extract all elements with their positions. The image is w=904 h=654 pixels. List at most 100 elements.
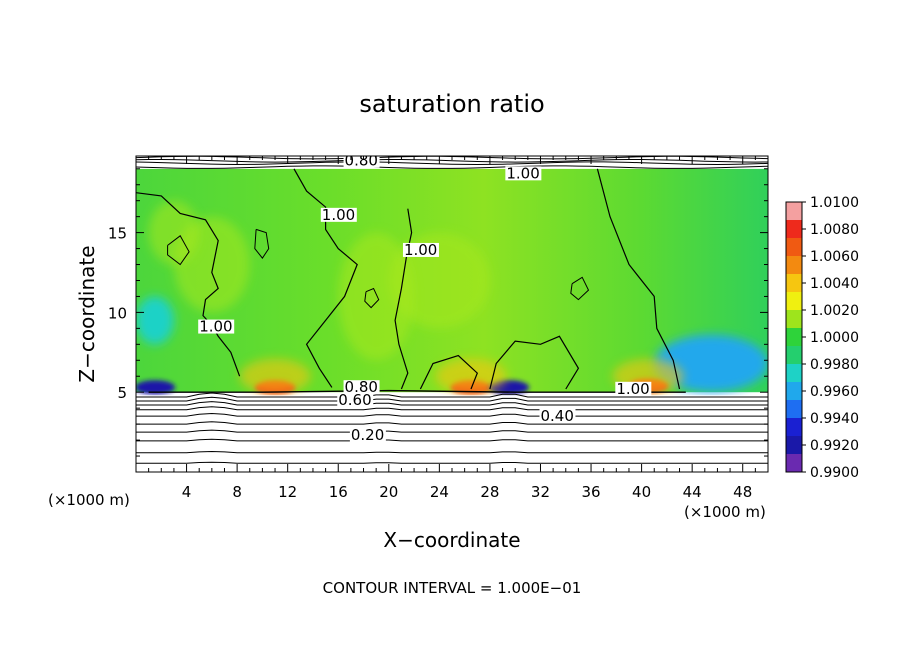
colorbar-swatch [786, 292, 802, 311]
y-axis-label: Z−coordinate [75, 245, 99, 382]
colorbar-swatch [786, 364, 802, 383]
strat-contour-3 [136, 401, 768, 406]
contour-label-3: 1.00 [322, 206, 355, 224]
contour-2 [293, 168, 358, 388]
colorbar-swatch [786, 202, 802, 221]
colorbar-swatch [786, 310, 802, 329]
colorbar-swatch [786, 382, 802, 401]
strat-contour-4 [136, 406, 768, 411]
colorbar-label: 1.0000 [810, 330, 859, 346]
strat-contour-5 [136, 412, 768, 417]
colorbar-label: 1.0080 [810, 222, 859, 238]
contour-label-10: 0.20 [351, 426, 384, 444]
contour-5 [489, 335, 580, 390]
colorbar-label: 1.0060 [810, 249, 859, 265]
field-pocket [338, 232, 415, 361]
contour-label-bg [343, 380, 380, 395]
contour-label-1: 0.80 [345, 152, 378, 170]
colorbar-swatch [786, 454, 802, 473]
colorbar-label: 0.9980 [810, 357, 859, 373]
contour-9 [570, 276, 590, 301]
colorbar-swatch [786, 400, 802, 419]
strat-contour-1 [136, 392, 768, 398]
top-contour-2 [136, 159, 768, 163]
colorbar: 1.0100 1.0080 1.0060 1.0040 1.0020 1.0000 0.99… [785, 195, 859, 481]
colorbar-label: 1.0040 [810, 276, 859, 292]
contour-label-bg [337, 392, 374, 407]
x-tick-label: 48 [733, 483, 752, 501]
y-tick-label: 15 [108, 225, 127, 243]
contour-label-bg [505, 166, 542, 181]
contour-7 [167, 235, 190, 266]
colorbar-swatch [786, 418, 802, 437]
x-tick-label: 28 [480, 483, 499, 501]
contour-label-8: 0.60 [338, 391, 371, 409]
contour-interval-note: CONTOUR INTERVAL = 1.000E−01 [323, 579, 582, 597]
x-tick-label: 8 [232, 483, 242, 501]
y-tick-label: 10 [108, 304, 127, 322]
colorbar-swatch [786, 346, 802, 365]
colorbar-swatch [786, 328, 802, 347]
contour-6 [419, 354, 479, 390]
x-tick-label: 24 [430, 483, 449, 501]
field-pocket [148, 200, 200, 265]
field-halo-2 [435, 358, 507, 394]
colorbar-label: 0.9900 [810, 465, 859, 481]
colorbar-label: 1.0100 [810, 195, 859, 211]
colorbar-swatch [786, 274, 802, 293]
colorbar-label: 0.9960 [810, 384, 859, 400]
contour-8 [254, 228, 270, 259]
field-halo-1 [239, 358, 311, 394]
x-tick-label: 12 [278, 483, 297, 501]
strat-contour-6 [136, 421, 768, 425]
contour-label-bg [198, 319, 235, 334]
y-axis: 5 10 15 [108, 168, 768, 457]
contour-label-6: 1.00 [616, 380, 649, 398]
contour-label-bg [349, 428, 386, 443]
contour-label-2: 1.00 [506, 164, 539, 182]
contour-label-bg [343, 156, 380, 168]
contour-3 [394, 208, 413, 390]
colorbar-label: 0.9920 [810, 438, 859, 454]
y-tick-label: 5 [117, 384, 127, 402]
colorbar-swatch [786, 436, 802, 455]
contour-label-bg [320, 207, 357, 222]
contour-label-bg [539, 408, 576, 423]
x-tick-label: 32 [531, 483, 550, 501]
x-axis-label: X−coordinate [383, 528, 520, 552]
strat-contour-9 [136, 450, 768, 454]
strat-contour-7 [136, 429, 768, 433]
x-tick-label: 4 [182, 483, 192, 501]
plot-area: 0.801.001.001.001.001.000.800.600.400.20 [136, 152, 768, 472]
x-tick-label: 40 [632, 483, 651, 501]
cloud-base-contour [148, 389, 686, 393]
x-tick-label: 44 [683, 483, 702, 501]
colorbar-label: 0.9940 [810, 411, 859, 427]
contour-1 [136, 192, 241, 377]
top-contour-4 [136, 165, 768, 169]
colorbar-swatch [786, 238, 802, 257]
contour-label-9: 0.40 [540, 407, 573, 425]
colorbar-label: 1.0020 [810, 303, 859, 319]
strat-contour-8 [136, 438, 768, 442]
field-region-6 [136, 380, 176, 395]
colorbar-swatch [786, 220, 802, 239]
x-unit-left: (×1000 m) [48, 491, 130, 509]
x-axis: 4 8 12 16 20 24 28 32 36 40 44 48 [148, 156, 756, 501]
x-tick-label: 16 [329, 483, 348, 501]
contour-labels: 0.801.001.001.001.001.000.800.600.400.20 [198, 152, 652, 444]
contour-label-bg [402, 242, 439, 257]
x-unit-right: (×1000 m) [684, 503, 766, 521]
lower-band [136, 395, 768, 472]
x-tick-label: 20 [379, 483, 398, 501]
field-region-2 [136, 296, 174, 345]
contour-label-7: 0.80 [345, 378, 378, 396]
contour-10 [364, 287, 380, 309]
strat-contour-2 [136, 396, 768, 402]
strat-contour-10 [136, 461, 768, 464]
colorbar-swatch [786, 256, 802, 275]
x-tick-label: 36 [581, 483, 600, 501]
contour-4 [596, 168, 681, 390]
contour-label-4: 1.00 [404, 241, 437, 259]
top-contour-3 [136, 161, 768, 166]
